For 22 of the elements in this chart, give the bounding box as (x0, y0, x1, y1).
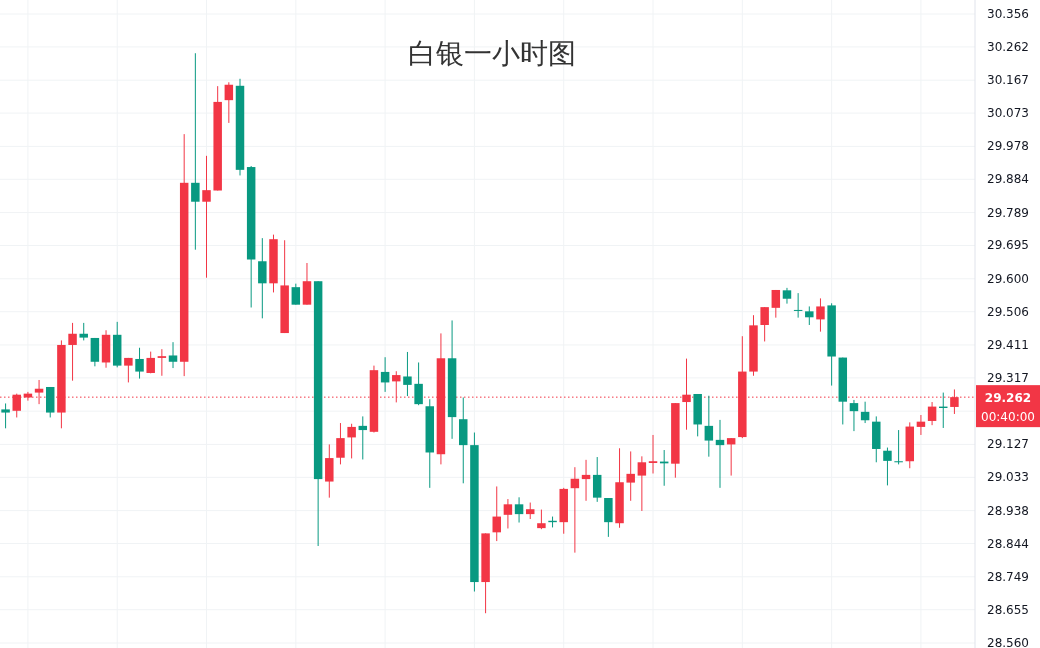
y-tick-label: 29.884 (987, 172, 1029, 187)
y-tick-label: 30.167 (987, 73, 1029, 88)
y-tick-label: 28.938 (987, 503, 1029, 518)
y-tick-label: 30.073 (987, 106, 1029, 121)
y-tick-label: 28.560 (987, 636, 1029, 648)
y-tick-label: 30.356 (987, 7, 1029, 21)
ref-line-label: 29.262 (984, 391, 1032, 406)
y-tick-label: 30.262 (987, 39, 1029, 54)
y-tick-label: 29.127 (987, 437, 1029, 452)
y-tick-label: 29.600 (987, 271, 1029, 286)
y-tick-label: 29.411 (987, 337, 1029, 352)
y-tick-label: 29.789 (987, 205, 1029, 220)
y-tick-label: 29.695 (987, 238, 1029, 253)
text: 白银一小时图 (408, 37, 576, 70)
text: 00:40:00 (981, 410, 1035, 425)
y-tick-label: 28.655 (987, 602, 1029, 617)
y-tick-label: 29.978 (987, 139, 1029, 154)
y-tick-label: 29.033 (987, 470, 1029, 485)
y-tick-label: 28.844 (987, 536, 1029, 551)
y-tick-label: 29.317 (987, 370, 1029, 385)
y-tick-label: 29.506 (987, 304, 1029, 319)
y-tick-label: 28.749 (987, 569, 1029, 584)
